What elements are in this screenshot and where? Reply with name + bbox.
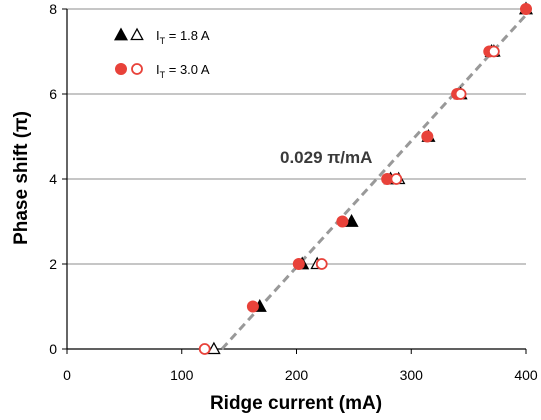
triangle-filled-marker bbox=[344, 213, 359, 227]
y-tick-label: 2 bbox=[49, 256, 57, 272]
x-tick-label: 0 bbox=[63, 367, 71, 383]
data-points bbox=[198, 1, 534, 355]
x-axis-title: Ridge current (mA) bbox=[210, 393, 382, 414]
fit-line-group bbox=[220, 10, 531, 351]
legend: IT = 1.8 A IT = 3.0 A bbox=[113, 27, 210, 80]
x-tick-label: 400 bbox=[514, 367, 538, 383]
y-tick-label: 0 bbox=[49, 341, 57, 357]
circle-filled-marker bbox=[292, 258, 305, 270]
x-tick-label: 300 bbox=[400, 367, 424, 383]
axes: 0 2 4 6 8 0 100 200 300 400 bbox=[49, 1, 538, 383]
circle-open-marker bbox=[315, 258, 328, 270]
circle-open-marker bbox=[454, 88, 467, 100]
y-tick-label: 8 bbox=[49, 1, 57, 17]
circle-filled-marker bbox=[246, 300, 259, 313]
y-tick-label: 4 bbox=[49, 171, 57, 187]
x-tick-label: 200 bbox=[285, 367, 309, 383]
circle-filled-marker bbox=[421, 130, 434, 143]
circle-filled-marker bbox=[336, 215, 349, 228]
circle-open-marker bbox=[487, 45, 500, 58]
legend-label: IT = 1.8 A bbox=[156, 28, 210, 46]
circle-filled-marker bbox=[520, 3, 532, 15]
x-tick-label: 100 bbox=[170, 367, 194, 383]
circle-open-marker bbox=[198, 343, 211, 355]
slope-annotation: 0.029 π/mA bbox=[280, 148, 372, 167]
legend-label: IT = 3.0 A bbox=[156, 62, 210, 80]
legend-triangle-filled-icon bbox=[113, 27, 129, 41]
y-tick-label: 6 bbox=[49, 86, 57, 102]
y-axis-title: Phase shift (π) bbox=[11, 111, 32, 245]
legend-circle-filled-icon bbox=[115, 63, 127, 75]
linear-fit-line bbox=[220, 10, 531, 351]
legend-circle-open-icon bbox=[131, 63, 143, 75]
grid-lines bbox=[67, 8, 526, 265]
legend-triangle-open-icon bbox=[130, 27, 144, 41]
circle-open-marker bbox=[390, 173, 403, 185]
triangle-open-marker bbox=[207, 341, 221, 355]
